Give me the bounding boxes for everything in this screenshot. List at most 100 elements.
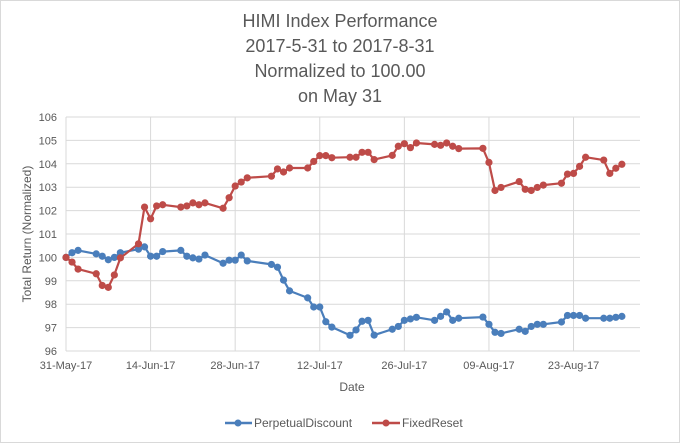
data-point-perpetualdiscount <box>521 327 529 335</box>
data-point-fixedreset <box>189 199 197 207</box>
series-perpetualdiscount <box>62 243 626 339</box>
data-point-perpetualdiscount <box>370 331 378 339</box>
data-point-fixedreset <box>68 258 76 266</box>
y-tick-label: 105 <box>39 135 57 147</box>
legend-marker-perpetualdiscount <box>234 419 242 427</box>
data-point-perpetualdiscount <box>153 252 161 260</box>
data-point-perpetualdiscount <box>285 287 294 295</box>
data-point-perpetualdiscount <box>322 318 330 326</box>
y-tick-label: 101 <box>39 229 57 241</box>
data-point-fixedreset <box>104 283 112 291</box>
data-point-fixedreset <box>533 183 541 192</box>
data-point-perpetualdiscount <box>328 323 336 331</box>
data-point-perpetualdiscount <box>437 312 445 320</box>
data-point-perpetualdiscount <box>304 294 312 302</box>
data-point-fixedreset <box>146 215 155 223</box>
data-point-perpetualdiscount <box>316 303 324 311</box>
data-point-fixedreset <box>430 140 439 148</box>
legend-marker-fixedreset <box>382 419 390 427</box>
data-point-fixedreset <box>153 202 161 210</box>
series-line-fixedreset <box>65 141 623 289</box>
legend-label-fixedreset: FixedReset <box>402 416 463 430</box>
data-point-perpetualdiscount <box>412 313 421 321</box>
x-tick-label: 09-Aug-17 <box>463 360 514 372</box>
data-point-perpetualdiscount <box>231 256 239 264</box>
data-point-fixedreset <box>582 153 590 161</box>
data-point-fixedreset <box>62 253 70 261</box>
x-tick-label: 23-Aug-17 <box>548 360 599 372</box>
data-point-fixedreset <box>159 201 167 209</box>
data-point-fixedreset <box>557 179 566 187</box>
legend-label-perpetualdiscount: PerpetualDiscount <box>254 416 353 430</box>
data-point-perpetualdiscount <box>527 322 535 331</box>
title-line-2: 2017-5-31 to 2017-8-31 <box>245 36 434 56</box>
data-point-perpetualdiscount <box>140 243 149 251</box>
data-point-perpetualdiscount <box>146 252 155 260</box>
data-point-perpetualdiscount <box>491 328 499 336</box>
data-point-fixedreset <box>443 139 451 147</box>
y-tick-labels: 96 97 98 99 100 101 102 103 104 105 106 <box>39 112 57 358</box>
data-point-perpetualdiscount <box>110 253 118 261</box>
data-point-perpetualdiscount <box>563 311 572 320</box>
data-point-perpetualdiscount <box>273 263 282 271</box>
legend-item-fixedreset[interactable]: FixedReset <box>372 416 463 430</box>
data-point-fixedreset <box>600 156 608 164</box>
data-point-fixedreset <box>388 151 396 159</box>
data-point-fixedreset <box>231 182 239 190</box>
data-point-fixedreset <box>243 174 251 182</box>
data-point-fixedreset <box>183 202 191 210</box>
data-point-perpetualdiscount <box>515 325 523 333</box>
data-point-perpetualdiscount <box>364 316 372 324</box>
y-tick-label: 100 <box>39 252 57 264</box>
data-point-fixedreset <box>437 141 445 149</box>
data-point-fixedreset <box>606 169 614 177</box>
data-point-fixedreset <box>575 162 584 170</box>
series-fixedreset <box>62 139 626 291</box>
data-point-fixedreset <box>201 199 209 207</box>
x-tick-label: 26-Jul-17 <box>381 360 427 372</box>
data-point-fixedreset <box>485 158 493 166</box>
data-point-perpetualdiscount <box>455 314 463 322</box>
data-point-perpetualdiscount <box>74 246 82 254</box>
data-point-perpetualdiscount <box>225 256 233 264</box>
data-point-perpetualdiscount <box>612 313 620 321</box>
data-point-fixedreset <box>539 181 547 189</box>
title-line-1: HIMI Index Performance <box>242 11 437 31</box>
data-point-fixedreset <box>352 153 360 161</box>
data-point-fixedreset <box>497 183 505 192</box>
data-point-fixedreset <box>394 142 402 150</box>
data-point-perpetualdiscount <box>406 315 414 323</box>
x-tick-label: 31-May-17 <box>40 360 93 372</box>
title-line-3: Normalized to 100.00 <box>254 61 425 81</box>
x-tick-label: 12-Jul-17 <box>297 360 343 372</box>
data-point-perpetualdiscount <box>443 308 451 316</box>
data-point-fixedreset <box>304 164 312 172</box>
data-point-fixedreset <box>479 144 487 152</box>
data-point-fixedreset <box>449 142 457 150</box>
data-point-fixedreset <box>134 240 143 248</box>
y-tick-label: 96 <box>45 346 57 358</box>
data-point-perpetualdiscount <box>394 322 402 331</box>
data-point-fixedreset <box>310 157 318 166</box>
data-point-fixedreset <box>521 185 529 193</box>
data-point-fixedreset <box>116 254 124 262</box>
data-point-perpetualdiscount <box>449 316 457 324</box>
legend-item-perpetualdiscount[interactable]: PerpetualDiscount <box>225 416 353 430</box>
data-point-perpetualdiscount <box>388 325 396 333</box>
y-tick-label: 99 <box>45 276 57 288</box>
data-point-perpetualdiscount <box>497 329 505 338</box>
data-point-perpetualdiscount <box>582 314 590 322</box>
chart-title: HIMI Index Performance 2017-5-31 to 2017… <box>242 11 437 106</box>
data-point-fixedreset <box>346 153 354 161</box>
data-point-perpetualdiscount <box>219 259 227 267</box>
data-point-perpetualdiscount <box>104 256 112 264</box>
data-point-perpetualdiscount <box>618 312 626 320</box>
data-point-fixedreset <box>285 164 294 172</box>
y-tick-label: 98 <box>45 299 57 311</box>
data-point-fixedreset <box>322 152 330 160</box>
y-tick-label: 104 <box>39 159 57 171</box>
data-point-fixedreset <box>267 172 276 180</box>
data-point-perpetualdiscount <box>606 314 614 322</box>
data-point-perpetualdiscount <box>479 313 487 321</box>
